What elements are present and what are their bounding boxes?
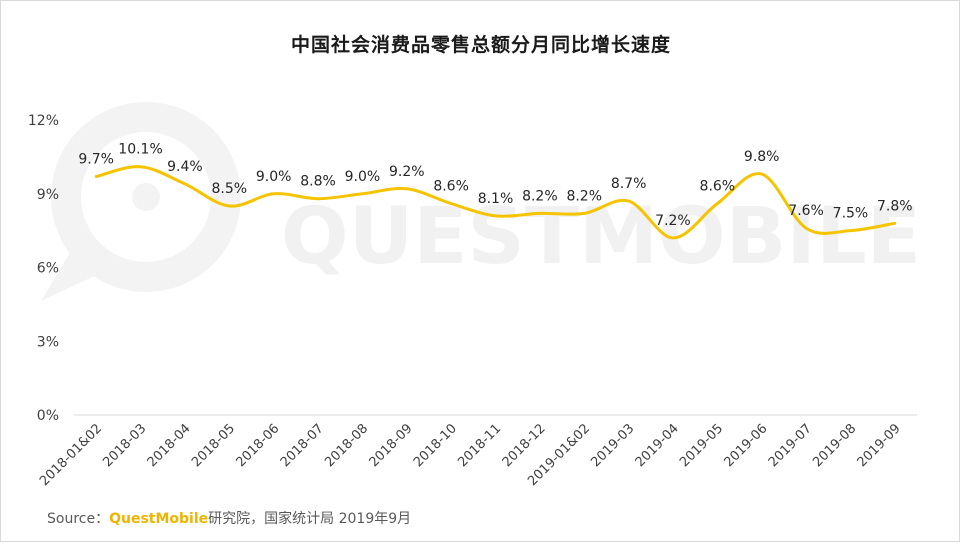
x-tick-label: 2018-09: [367, 421, 416, 470]
data-label: 9.0%: [256, 169, 292, 185]
source-brand: QuestMobile: [109, 511, 209, 527]
data-point: [139, 165, 143, 169]
x-tick-label: 2018-11: [455, 421, 504, 470]
y-tick-label: 12%: [28, 113, 59, 129]
watermark-logo-ring: [51, 102, 241, 292]
y-tick-label: 9%: [37, 187, 59, 203]
data-point: [538, 211, 542, 215]
data-point: [183, 182, 187, 186]
x-tick-label: 2019-03: [588, 421, 637, 470]
data-point: [804, 226, 808, 230]
y-tick-label: 6%: [37, 261, 59, 277]
x-tick-label: 2019-07: [766, 421, 815, 470]
data-point: [760, 172, 764, 176]
data-label: 8.2%: [566, 188, 602, 204]
data-point: [316, 197, 320, 201]
data-point: [494, 214, 498, 218]
watermark-logo-tail: [41, 251, 101, 301]
data-label: 8.2%: [522, 188, 558, 204]
data-point: [405, 187, 409, 191]
data-label: 8.1%: [478, 191, 514, 207]
data-label: 9.2%: [389, 164, 425, 180]
data-point: [715, 202, 719, 206]
source-prefix: Source：: [47, 511, 110, 527]
data-label: 9.7%: [78, 152, 114, 168]
chart-title: 中国社会消费品零售总额分月同比增长速度: [290, 34, 671, 56]
y-axis: 0% 3% 6% 9% 12%: [28, 113, 59, 424]
x-tick-label: 2019-09: [855, 421, 904, 470]
data-label: 7.5%: [833, 206, 869, 222]
data-label: 9.8%: [744, 149, 780, 165]
data-point: [893, 221, 897, 225]
data-label: 8.6%: [433, 179, 469, 195]
data-point: [272, 192, 276, 196]
x-tick-label: 2018-10: [411, 421, 460, 470]
x-tick-label: 2018-01&02: [37, 421, 105, 489]
x-tick-label: 2018-07: [278, 421, 327, 470]
x-tick-label: 2018-06: [233, 421, 282, 470]
x-tick-label: 2018-05: [189, 421, 238, 470]
data-point: [671, 236, 675, 240]
x-tick-label: 2019-08: [810, 421, 859, 470]
data-point: [627, 199, 631, 203]
data-point: [449, 202, 453, 206]
data-label: 10.1%: [118, 142, 162, 158]
y-tick-label: 3%: [37, 334, 59, 350]
x-tick-label: 2018-04: [145, 421, 194, 470]
watermark-text: QUESTMOBILE: [281, 192, 921, 282]
y-tick-label: 0%: [37, 408, 59, 424]
x-axis: 2018-01&022018-032018-042018-052018-0620…: [37, 421, 904, 489]
x-tick-label: 2019-05: [677, 421, 726, 470]
data-point: [848, 229, 852, 233]
x-tick-label: 2019-06: [722, 421, 771, 470]
data-point: [94, 175, 98, 179]
data-label: 9.0%: [345, 169, 381, 185]
data-label: 8.6%: [700, 179, 736, 195]
series-line: [94, 165, 897, 240]
source-rest: 研究院，国家统计局 2019年9月: [208, 511, 412, 527]
data-label: 9.4%: [167, 159, 203, 175]
data-label: 8.8%: [300, 174, 336, 190]
data-point: [582, 211, 586, 215]
data-label: 7.8%: [877, 198, 913, 214]
x-tick-label: 2018-03: [100, 421, 149, 470]
data-label: 8.5%: [212, 181, 248, 197]
data-label: 7.6%: [788, 203, 824, 219]
data-point: [360, 192, 364, 196]
data-label: 8.7%: [611, 176, 647, 192]
data-labels: 9.7%10.1% 9.4% 8.5% 9.0% 8.8% 9.0% 9.2% 8.6% 8.1…: [78, 142, 913, 240]
x-tick-label: 2018-08: [322, 421, 371, 470]
data-label: 7.2%: [655, 213, 691, 229]
watermark-logo-dot: [132, 183, 160, 211]
x-tick-label: 2019-04: [633, 421, 682, 470]
data-point: [227, 204, 231, 208]
source-line: Source：QuestMobile研究院，国家统计局 2019年9月: [47, 508, 411, 528]
